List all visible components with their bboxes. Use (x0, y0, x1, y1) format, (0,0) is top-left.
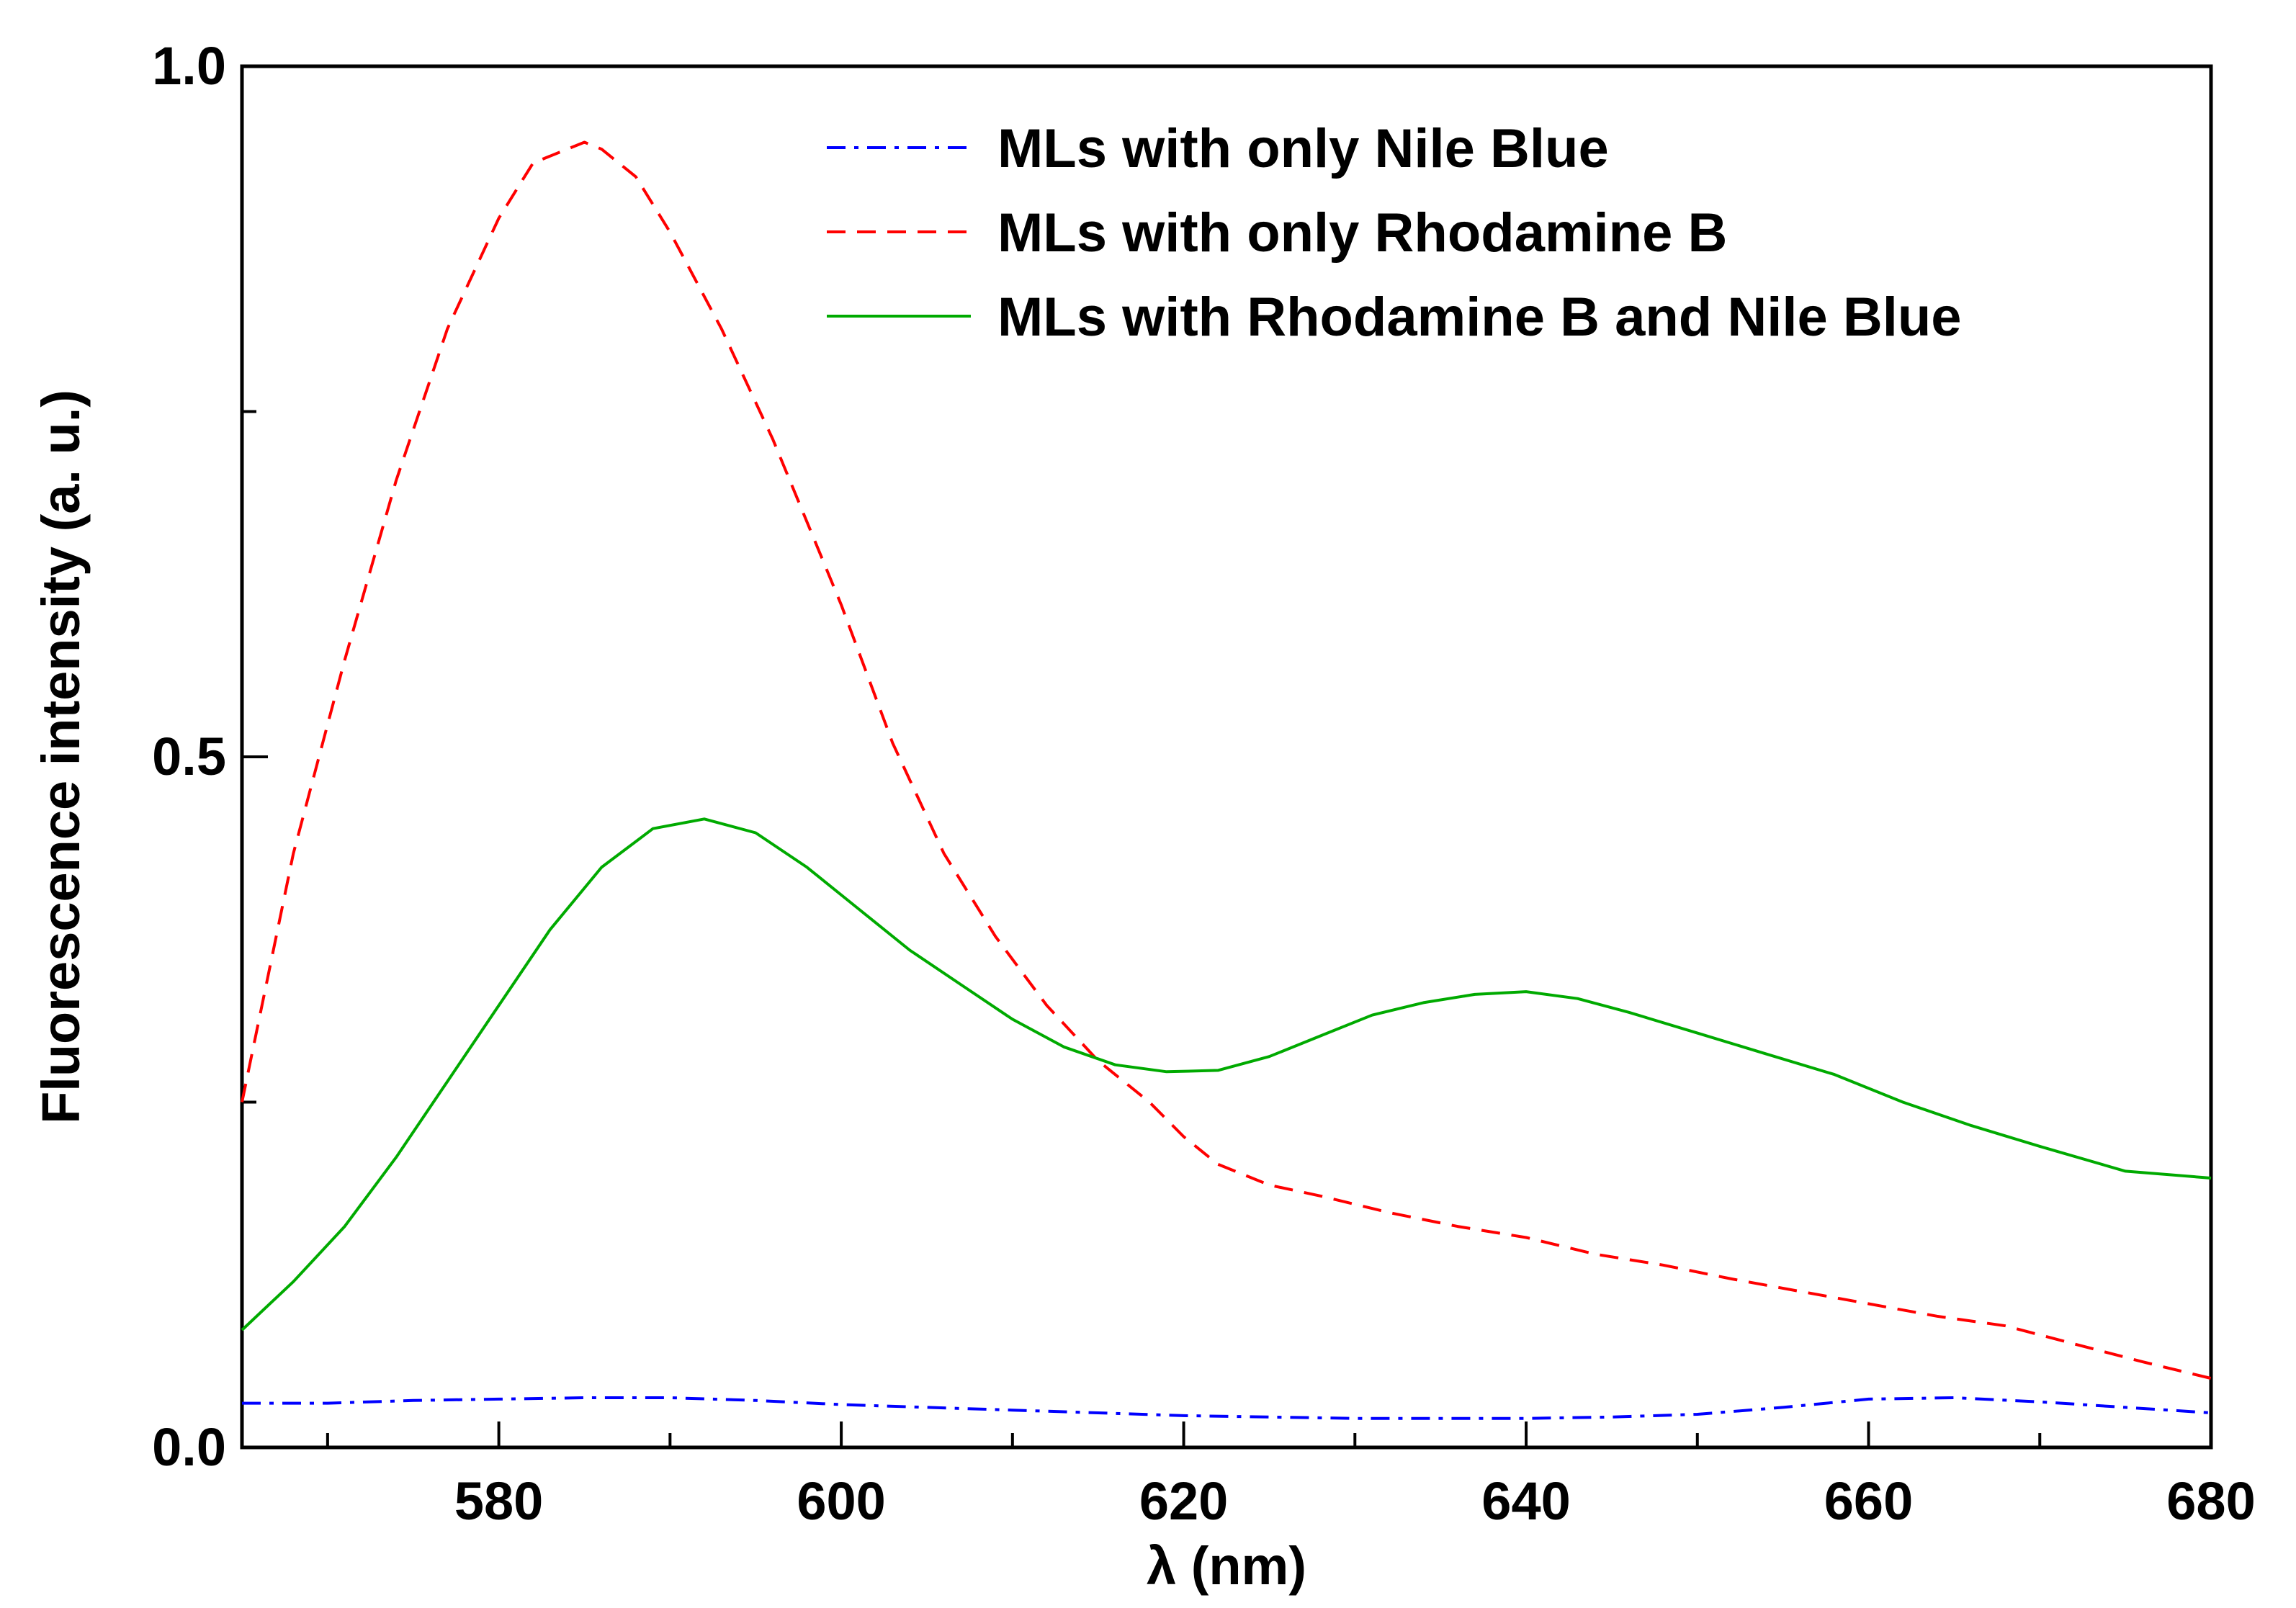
legend-label-2: MLs with only Rhodamine B (997, 202, 1727, 264)
x-tick-label: 620 (1139, 1471, 1228, 1531)
y-tick-label: 1.0 (152, 36, 226, 96)
legend-label-1: MLs with only Nile Blue (997, 118, 1609, 179)
legend: MLs with only Nile Blue MLs with only Rho… (827, 118, 1962, 348)
series-line-2 (241, 140, 2212, 1380)
x-tick-label: 580 (454, 1471, 543, 1531)
y-tick-label: 0.0 (152, 1417, 226, 1477)
x-tick-label: 680 (2166, 1471, 2255, 1531)
y-tick-label: 0.5 (152, 727, 226, 786)
x-axis-title: λ (nm) (1147, 1536, 1306, 1596)
axis-ticks (242, 65, 2212, 1449)
x-tick-label: 640 (1481, 1471, 1570, 1531)
x-tick-label: 660 (1824, 1471, 1913, 1531)
tick-labels: 580 600 620 640 660 680 0.0 0.5 1.0 (152, 36, 2256, 1531)
series-lines (241, 140, 2212, 1420)
plot-frame (240, 64, 2213, 1450)
series-line-1 (242, 1396, 2212, 1420)
legend-label-3: MLs with Rhodamine B and Nile Blue (997, 287, 1962, 348)
y-axis-title: Fluorescence intensity (a. u.) (31, 390, 91, 1124)
series-line-3 (241, 817, 2212, 1331)
x-tick-label: 600 (797, 1471, 885, 1531)
